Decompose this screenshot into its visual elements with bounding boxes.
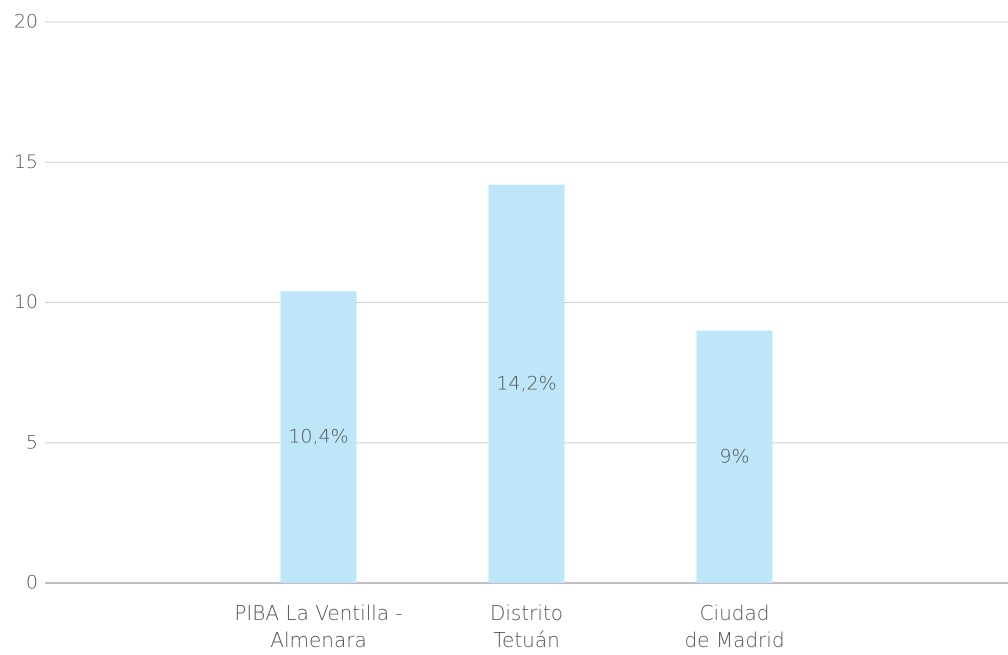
data-label: 10,4% <box>288 426 348 448</box>
y-tick-label: 20 <box>14 11 38 33</box>
x-tick-label: PIBA La Ventilla - Almenara <box>234 601 403 652</box>
bar <box>488 184 565 583</box>
bar <box>696 330 773 583</box>
y-tick-label: 5 <box>26 431 38 453</box>
x-tick-label: Distrito Tetuán <box>489 601 564 652</box>
bar <box>280 291 357 583</box>
x-tick-label: Ciudad de Madrid <box>684 601 785 652</box>
y-tick-label: 10 <box>14 291 38 313</box>
data-label: 9% <box>719 445 749 467</box>
data-label: 14,2% <box>496 372 556 394</box>
y-tick-label: 0 <box>26 572 38 594</box>
y-tick-label: 15 <box>14 151 38 173</box>
